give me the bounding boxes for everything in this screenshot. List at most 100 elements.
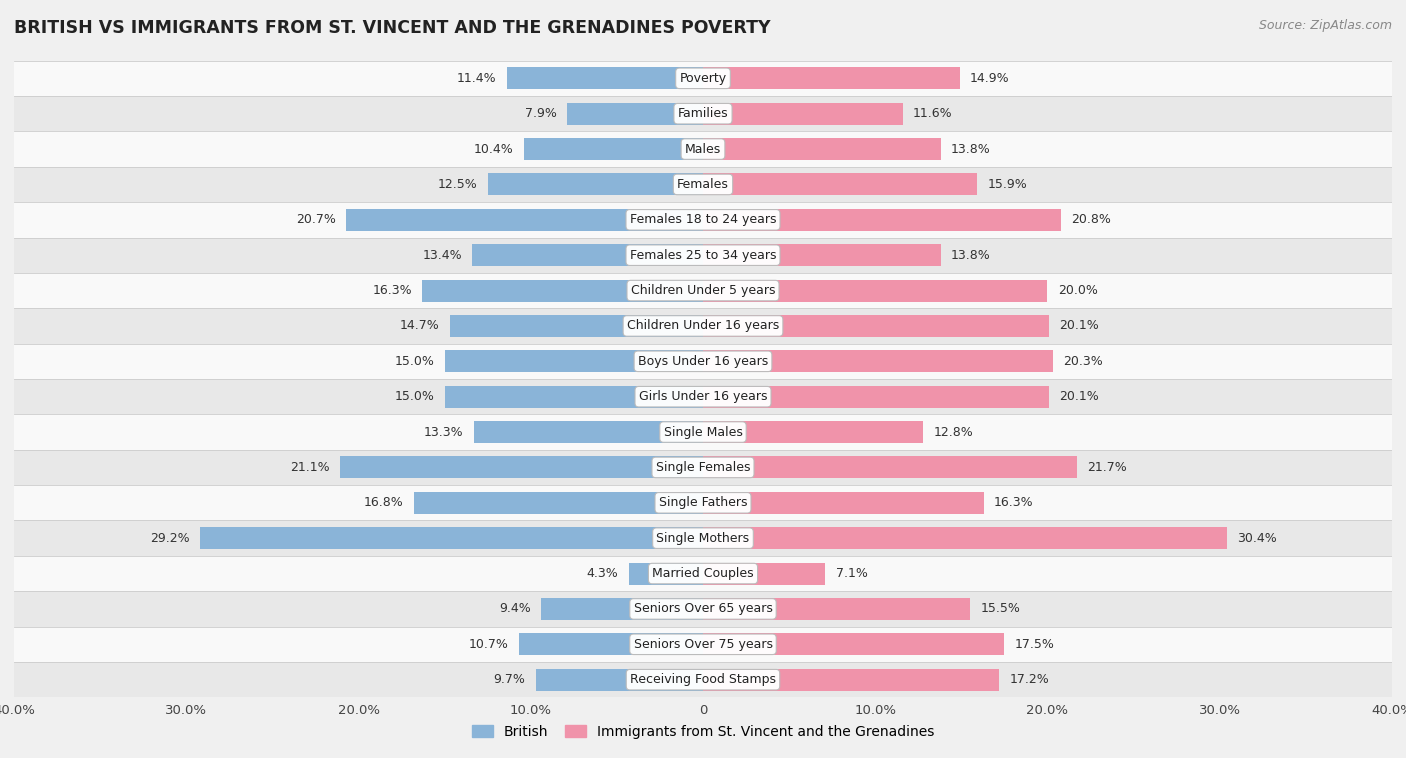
Text: 15.0%: 15.0%	[395, 355, 434, 368]
Text: Males: Males	[685, 143, 721, 155]
Text: 16.3%: 16.3%	[373, 284, 412, 297]
Bar	[413, 492, 703, 514]
Text: 20.3%: 20.3%	[1063, 355, 1102, 368]
Text: 14.9%: 14.9%	[970, 72, 1010, 85]
Text: Single Males: Single Males	[664, 425, 742, 439]
Bar	[703, 598, 970, 620]
Bar	[524, 138, 703, 160]
Bar	[703, 456, 1077, 478]
Text: 7.1%: 7.1%	[835, 567, 868, 580]
Bar	[14, 273, 1392, 309]
Text: BRITISH VS IMMIGRANTS FROM ST. VINCENT AND THE GRENADINES POVERTY: BRITISH VS IMMIGRANTS FROM ST. VINCENT A…	[14, 19, 770, 37]
Bar	[14, 96, 1392, 131]
Text: Receiving Food Stamps: Receiving Food Stamps	[630, 673, 776, 686]
Bar	[703, 244, 941, 266]
Bar	[450, 315, 703, 337]
Bar	[14, 591, 1392, 627]
Bar	[474, 421, 703, 443]
Bar	[703, 492, 984, 514]
Text: Females: Females	[678, 178, 728, 191]
Text: Girls Under 16 years: Girls Under 16 years	[638, 390, 768, 403]
Text: Poverty: Poverty	[679, 72, 727, 85]
Text: 9.7%: 9.7%	[494, 673, 526, 686]
Text: Children Under 16 years: Children Under 16 years	[627, 319, 779, 333]
Text: Families: Families	[678, 107, 728, 121]
Bar	[14, 61, 1392, 96]
Text: Children Under 5 years: Children Under 5 years	[631, 284, 775, 297]
Bar	[703, 315, 1049, 337]
Legend: British, Immigrants from St. Vincent and the Grenadines: British, Immigrants from St. Vincent and…	[467, 719, 939, 744]
Bar	[340, 456, 703, 478]
Text: 20.1%: 20.1%	[1060, 319, 1099, 333]
Text: 13.4%: 13.4%	[422, 249, 461, 262]
Bar	[14, 343, 1392, 379]
Bar	[703, 67, 960, 89]
Bar	[519, 634, 703, 655]
Bar	[506, 67, 703, 89]
Bar	[14, 521, 1392, 556]
Bar	[703, 174, 977, 196]
Bar	[14, 202, 1392, 237]
Text: Seniors Over 65 years: Seniors Over 65 years	[634, 603, 772, 615]
Bar	[488, 174, 703, 196]
Text: 13.8%: 13.8%	[950, 143, 991, 155]
Bar	[703, 634, 1004, 655]
Bar	[14, 167, 1392, 202]
Text: 17.2%: 17.2%	[1010, 673, 1049, 686]
Bar	[472, 244, 703, 266]
Bar	[14, 237, 1392, 273]
Bar	[703, 209, 1062, 230]
Text: 15.9%: 15.9%	[987, 178, 1026, 191]
Bar	[567, 103, 703, 124]
Text: 12.5%: 12.5%	[437, 178, 478, 191]
Text: 10.7%: 10.7%	[468, 637, 509, 651]
Bar	[703, 528, 1226, 549]
Bar	[14, 556, 1392, 591]
Text: 14.7%: 14.7%	[399, 319, 440, 333]
Text: 15.5%: 15.5%	[980, 603, 1021, 615]
Text: 29.2%: 29.2%	[150, 531, 190, 545]
Bar	[346, 209, 703, 230]
Bar	[14, 131, 1392, 167]
Text: 16.3%: 16.3%	[994, 496, 1033, 509]
Text: 9.4%: 9.4%	[499, 603, 531, 615]
Bar	[14, 415, 1392, 449]
Bar	[703, 421, 924, 443]
Bar	[703, 103, 903, 124]
Text: 12.8%: 12.8%	[934, 425, 973, 439]
Text: 11.6%: 11.6%	[912, 107, 953, 121]
Text: 21.1%: 21.1%	[290, 461, 329, 474]
Bar	[200, 528, 703, 549]
Bar	[628, 562, 703, 584]
Text: 21.7%: 21.7%	[1087, 461, 1126, 474]
Bar	[14, 662, 1392, 697]
Bar	[703, 669, 1000, 691]
Text: 30.4%: 30.4%	[1237, 531, 1277, 545]
Text: Single Mothers: Single Mothers	[657, 531, 749, 545]
Bar	[703, 280, 1047, 302]
Text: Married Couples: Married Couples	[652, 567, 754, 580]
Text: 4.3%: 4.3%	[586, 567, 619, 580]
Bar	[14, 485, 1392, 521]
Bar	[444, 386, 703, 408]
Text: Single Fathers: Single Fathers	[659, 496, 747, 509]
Text: 16.8%: 16.8%	[364, 496, 404, 509]
Bar	[536, 669, 703, 691]
Bar	[14, 309, 1392, 343]
Text: Females 18 to 24 years: Females 18 to 24 years	[630, 213, 776, 227]
Text: 13.8%: 13.8%	[950, 249, 991, 262]
Text: Single Females: Single Females	[655, 461, 751, 474]
Text: 10.4%: 10.4%	[474, 143, 513, 155]
Text: 15.0%: 15.0%	[395, 390, 434, 403]
Text: 17.5%: 17.5%	[1015, 637, 1054, 651]
Text: Females 25 to 34 years: Females 25 to 34 years	[630, 249, 776, 262]
Bar	[14, 379, 1392, 415]
Text: Source: ZipAtlas.com: Source: ZipAtlas.com	[1258, 19, 1392, 32]
Bar	[703, 562, 825, 584]
Bar	[703, 350, 1053, 372]
Bar	[444, 350, 703, 372]
Bar	[14, 449, 1392, 485]
Text: 13.3%: 13.3%	[425, 425, 464, 439]
Bar	[14, 627, 1392, 662]
Text: Seniors Over 75 years: Seniors Over 75 years	[634, 637, 772, 651]
